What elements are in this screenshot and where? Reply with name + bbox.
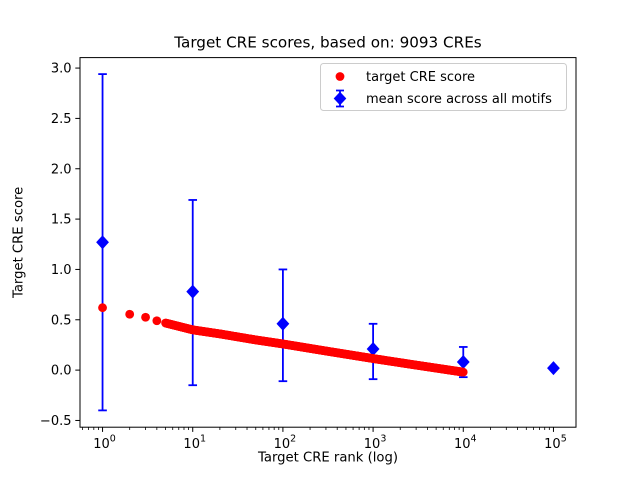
legend-marker-mean-score-icon xyxy=(333,91,347,106)
plot-area xyxy=(79,57,577,428)
mean-score-diamond xyxy=(96,235,109,250)
mean-score-diamond xyxy=(366,341,380,356)
legend-marker-target-score-icon xyxy=(335,72,345,81)
target-score-dot xyxy=(98,303,107,313)
target-score-dot xyxy=(125,309,135,319)
y-axis-label: Target CRE score xyxy=(12,187,27,299)
mean-score-diamond xyxy=(186,284,200,299)
plot-title: Target CRE scores, based on: 9093 CREs xyxy=(173,34,482,52)
mean-score-diamond xyxy=(547,361,560,376)
y-tick-label: 0.0 xyxy=(51,364,72,379)
x-axis-label: Target CRE rank (log) xyxy=(257,451,398,466)
y-tick-label: −0.5 xyxy=(40,414,72,429)
data-series-layer xyxy=(96,73,560,412)
y-tick-label: 1.5 xyxy=(51,213,72,228)
mean-score-series xyxy=(96,73,560,412)
target-score-dot xyxy=(458,367,468,377)
legend: target CRE score mean score across all m… xyxy=(320,63,567,111)
y-tick-label: 2.5 xyxy=(51,112,72,127)
target-score-dot xyxy=(152,316,162,326)
target-score-dot xyxy=(141,312,150,322)
legend-box xyxy=(320,63,567,111)
legend-entry-target-score: target CRE score xyxy=(366,70,475,85)
y-tick-label: 1.0 xyxy=(51,263,72,278)
mean-score-diamond xyxy=(276,316,290,331)
mean-score-diamond xyxy=(456,355,470,370)
y-tick-label: 3.0 xyxy=(51,62,72,77)
target-cre-score-series xyxy=(98,303,468,377)
y-tick-label: 2.0 xyxy=(51,162,72,177)
y-tick-label: 0.5 xyxy=(51,313,72,328)
legend-entry-mean-score: mean score across all motifs xyxy=(366,92,552,107)
